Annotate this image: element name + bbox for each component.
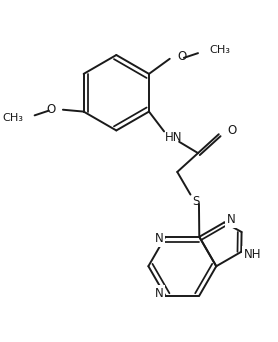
Text: NH: NH — [244, 248, 262, 261]
Text: O: O — [46, 103, 55, 116]
Text: N: N — [155, 287, 163, 300]
Text: N: N — [155, 232, 163, 245]
Text: S: S — [192, 195, 200, 208]
Text: CH₃: CH₃ — [209, 45, 230, 55]
Text: HN: HN — [165, 131, 182, 145]
Text: O: O — [227, 124, 237, 137]
Text: O: O — [177, 50, 187, 63]
Text: CH₃: CH₃ — [2, 113, 23, 123]
Text: N: N — [227, 213, 236, 226]
